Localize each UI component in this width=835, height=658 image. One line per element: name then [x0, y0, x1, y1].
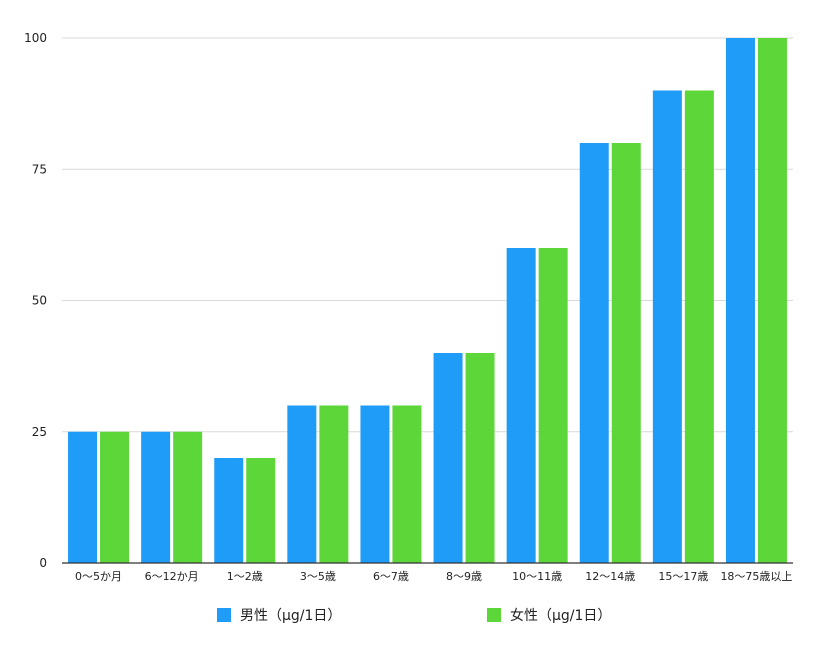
bar-male — [652, 90, 682, 563]
bars — [68, 38, 787, 563]
bar-male — [725, 38, 755, 563]
bar-female — [684, 90, 714, 563]
legend-item-male: 男性（μg/1日） — [217, 603, 341, 627]
x-category-label: 15〜17歳 — [658, 570, 708, 583]
y-axis-tick-labels: 0 25 50 75 100 — [24, 31, 47, 570]
x-category-label: 12〜14歳 — [585, 570, 635, 583]
y-tick-label: 75 — [32, 162, 47, 176]
bar-female — [173, 431, 203, 563]
x-category-label: 6〜7歳 — [373, 570, 409, 583]
bar-female — [538, 248, 568, 563]
legend-label-male: 男性（μg/1日） — [240, 608, 342, 624]
x-category-label: 3〜5歳 — [300, 570, 336, 583]
legend-label-female: 女性（μg/1日） — [510, 608, 612, 624]
y-tick-label: 100 — [24, 31, 47, 45]
bar-male — [287, 405, 317, 563]
y-tick-label: 25 — [32, 425, 47, 439]
bar-male — [68, 431, 98, 563]
bar-male — [433, 353, 463, 563]
bar-female — [465, 353, 495, 563]
x-category-label: 0〜5か月 — [75, 570, 122, 583]
bar-female — [392, 405, 422, 563]
bar-female — [246, 458, 276, 563]
bar-male — [506, 248, 536, 563]
bar-female — [100, 431, 130, 563]
bar-male — [141, 431, 171, 563]
y-tick-label: 0 — [39, 556, 47, 570]
x-category-label: 1〜2歳 — [227, 570, 263, 583]
bar-male — [214, 458, 244, 563]
bar-male — [360, 405, 390, 563]
legend: 男性（μg/1日） 女性（μg/1日） — [0, 603, 835, 627]
x-category-label: 18〜75歳以上 — [720, 570, 792, 583]
legend-item-female: 女性（μg/1日） — [487, 603, 611, 627]
bar-female — [319, 405, 349, 563]
y-tick-label: 50 — [32, 294, 47, 308]
legend-swatch-male — [217, 608, 231, 622]
x-category-label: 6〜12か月 — [145, 570, 199, 583]
x-category-label: 8〜9歳 — [446, 570, 482, 583]
bar-female — [611, 143, 641, 563]
x-axis-category-labels: 0〜5か月 6〜12か月 1〜2歳 3〜5歳 6〜7歳 8〜9歳 10〜11歳 12〜14歳 1… — [75, 570, 792, 583]
x-category-label: 10〜11歳 — [512, 570, 562, 583]
bar-male — [579, 143, 609, 563]
legend-swatch-female — [487, 608, 501, 622]
gridlines — [62, 37, 793, 433]
bar-female — [757, 38, 787, 563]
